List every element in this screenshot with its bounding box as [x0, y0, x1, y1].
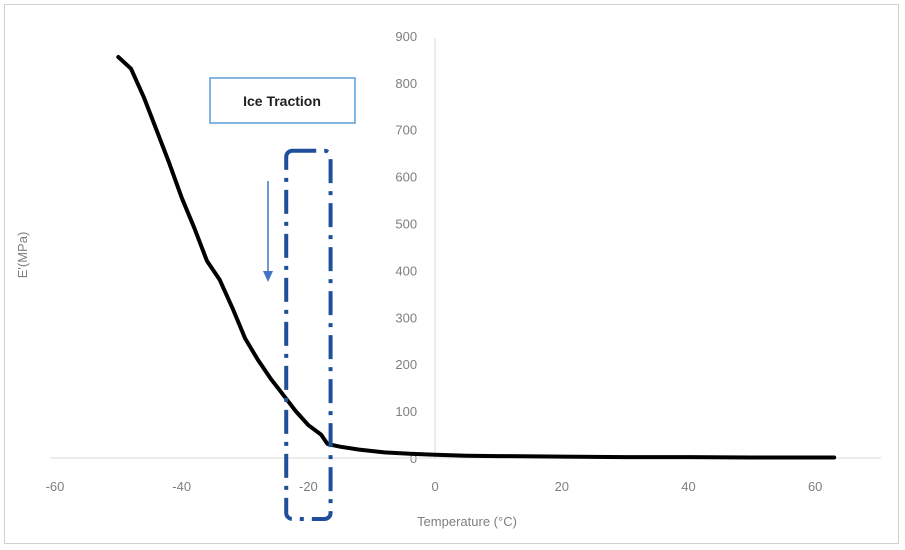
chart-frame: 0 100 200 300 400 500 600 700 800 900 -60 -40 -20 0 2…	[4, 4, 899, 544]
x-tick-label: -20	[299, 479, 318, 494]
y-tick-label: 700	[395, 123, 417, 138]
y-tick-label: 500	[395, 217, 417, 232]
y-tick-label: 300	[395, 310, 417, 325]
y-tick-labels: 0100200300400500600700800900	[395, 29, 417, 466]
y-tick-label: 800	[395, 76, 417, 91]
y-tick-label: 900	[395, 29, 417, 44]
ice-traction-region	[286, 151, 330, 519]
y-tick-label: 100	[395, 404, 417, 419]
x-tick-label: -40	[172, 479, 191, 494]
x-tick-label: 0	[431, 479, 438, 494]
y-tick-label: 400	[395, 263, 417, 278]
y-tick-label: 200	[395, 357, 417, 372]
x-tick-label: 40	[681, 479, 695, 494]
chart-canvas: 0 100 200 300 400 500 600 700 800 900 -60 -40 -20 0 2…	[5, 5, 900, 545]
y-axis-title: E'(MPa)	[15, 232, 30, 279]
x-axis-title: Temperature (°C)	[417, 514, 517, 529]
annotation-label: Ice Traction	[243, 93, 321, 109]
x-tick-label: 60	[808, 479, 822, 494]
x-tick-label: 20	[555, 479, 569, 494]
x-tick-label: -60	[46, 479, 65, 494]
arrow-down-icon	[263, 271, 273, 282]
y-tick-label: 600	[395, 170, 417, 185]
x-tick-labels: -60 -40 -20 0 20 40 60	[46, 479, 823, 494]
